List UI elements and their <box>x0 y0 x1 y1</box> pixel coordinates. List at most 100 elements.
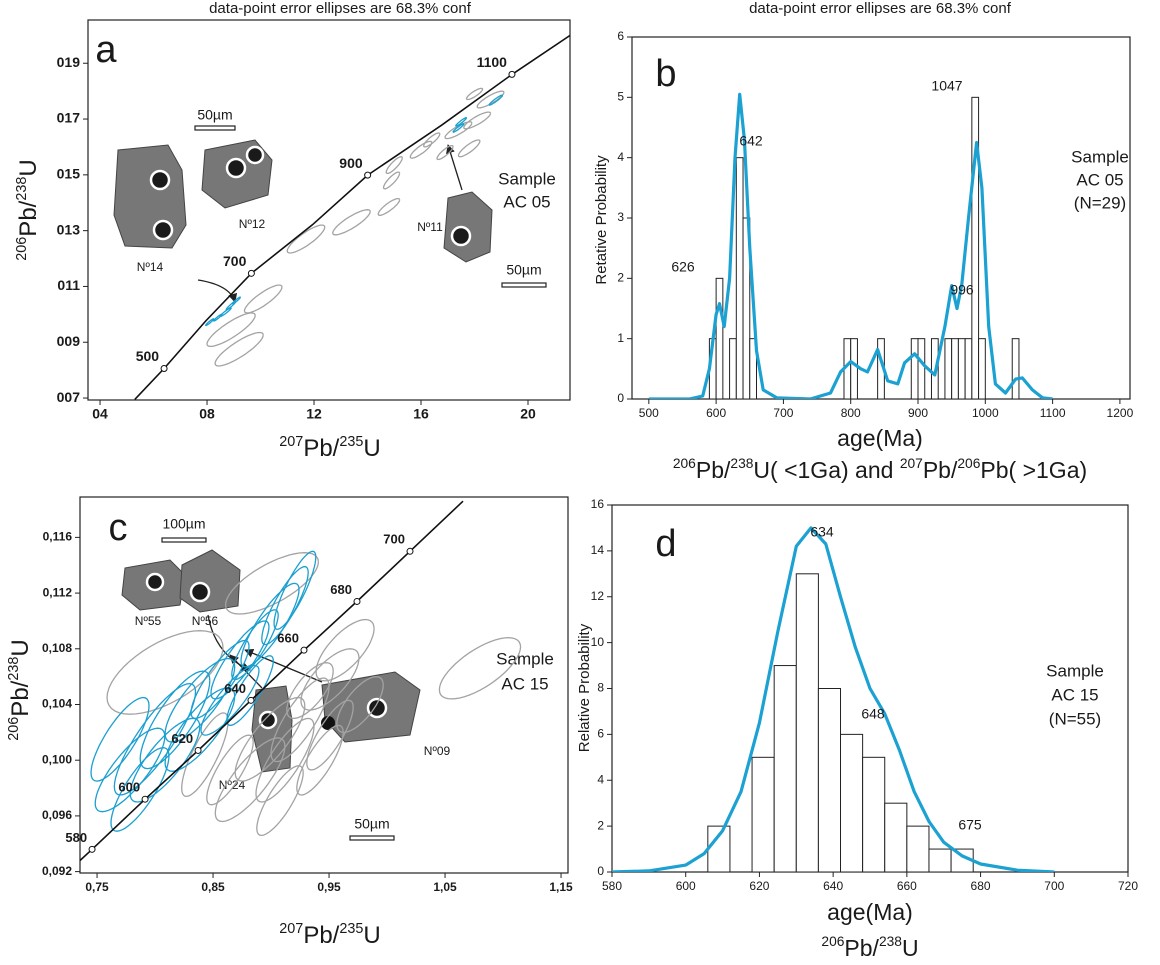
x-tick-label: 1,05 <box>433 880 457 894</box>
label-part: Pb/ <box>696 457 731 483</box>
histogram-bar <box>884 802 908 872</box>
error-ellipse <box>243 284 283 314</box>
age-label: 1100 <box>477 54 508 70</box>
error-ellipse <box>382 171 401 190</box>
x-tick-label: 04 <box>92 406 108 422</box>
error-ellipse <box>255 717 315 803</box>
error-ellipse <box>296 724 344 796</box>
error-ellipse <box>205 318 215 327</box>
age-label: 620 <box>171 731 193 746</box>
analysis-spot <box>366 697 388 719</box>
error-ellipse <box>444 121 473 140</box>
sample-label: AC 15 <box>1051 685 1098 704</box>
histogram-bar <box>951 338 959 399</box>
label-part: U <box>363 922 380 949</box>
histogram-bar <box>850 338 858 399</box>
x-tick-label: 0,85 <box>201 880 225 894</box>
histogram-bar <box>735 157 744 399</box>
error-ellipse <box>231 296 242 305</box>
histogram-bar <box>957 338 966 399</box>
zircon-grain <box>179 549 241 613</box>
grain-label: Nº55 <box>135 614 162 628</box>
age-marker <box>88 845 96 853</box>
error-ellipse <box>106 630 224 715</box>
histogram-bar <box>944 338 953 399</box>
scale-bar-label: 50µm <box>354 816 389 832</box>
probability-curve <box>648 92 1053 399</box>
error-ellipse <box>240 582 300 668</box>
histogram-bar <box>971 96 980 399</box>
panel-letter: a <box>95 29 117 71</box>
analysis-spot <box>189 581 211 603</box>
analysis-spot <box>225 157 247 179</box>
age-marker <box>353 597 361 605</box>
age-label: 700 <box>223 253 247 269</box>
scale-bar <box>349 835 395 841</box>
grain-images-a <box>113 125 547 303</box>
error-ellipse <box>409 140 433 159</box>
scale-bar-label: 100µm <box>162 516 205 532</box>
error-ellipse <box>139 670 211 770</box>
concordia-curve <box>134 34 570 400</box>
analysis-spot <box>145 572 165 592</box>
error-ellipse <box>286 224 326 254</box>
chart-title: data-point error ellipses are 68.3% conf <box>749 0 1012 17</box>
error-ellipse <box>224 552 320 615</box>
histogram-bar <box>917 338 926 399</box>
x-axis-label: age(Ma) <box>827 899 913 925</box>
superscript: 238 <box>6 657 22 681</box>
x-tick-label: 16 <box>413 406 429 422</box>
histogram-bar <box>751 756 775 872</box>
y-tick-label: 017 <box>57 110 81 126</box>
grain-label: Nº14 <box>137 260 164 274</box>
label-part: Pb/ <box>303 435 339 462</box>
sample-label: (N=29) <box>1074 193 1126 212</box>
superscript: 238 <box>879 934 902 949</box>
y-tick-label: 013 <box>57 221 81 237</box>
y-tick-label: 0,104 <box>42 697 72 711</box>
error-ellipse <box>306 699 354 771</box>
x-tick-label: 0,75 <box>85 880 109 894</box>
y-tick-label: 8 <box>597 681 604 695</box>
inclusion <box>321 716 335 730</box>
label-part: U <box>902 935 919 961</box>
x-tick-label: 1000 <box>972 406 999 420</box>
age-marker <box>194 746 202 754</box>
histogram-bar <box>742 217 751 399</box>
age-label: 660 <box>277 631 299 646</box>
y-axis-label: 206Pb/238U <box>6 639 35 740</box>
histogram-bar <box>928 848 952 872</box>
x-tick-label: 1,15 <box>549 880 573 894</box>
sample-label: AC 15 <box>501 674 548 693</box>
superscript: 206 <box>821 934 844 949</box>
analysis-spot <box>245 145 265 165</box>
arrow <box>446 144 463 191</box>
error-ellipse <box>300 648 360 711</box>
x-tick-label: 720 <box>1118 879 1138 893</box>
y-tick-label: 0,116 <box>43 530 73 544</box>
label-part: U <box>363 435 380 462</box>
x-tick-label: 1100 <box>1040 406 1066 420</box>
sample-label: Sample <box>498 169 556 188</box>
error-ellipse <box>455 117 468 127</box>
error-ellipse <box>164 687 236 772</box>
error-ellipse <box>200 664 260 736</box>
panel-letter: d <box>655 523 676 565</box>
y-tick-label: 16 <box>591 497 605 511</box>
error-ellipse <box>206 312 256 348</box>
superscript: 206 <box>6 717 22 741</box>
label-part: Pb/ <box>923 457 958 483</box>
error-ellipse <box>457 139 481 158</box>
x-tick-label: 620 <box>749 879 769 893</box>
panel-letter: c <box>109 507 128 549</box>
age-label: 500 <box>136 348 160 364</box>
x-tick-label: 0,95 <box>317 880 341 894</box>
superscript: 206 <box>957 456 980 471</box>
age-label: 900 <box>339 155 363 171</box>
histogram-bar <box>715 277 724 399</box>
x-axis-label: age(Ma) <box>837 425 923 451</box>
y-tick-label: 0,108 <box>42 641 72 655</box>
age-marker <box>300 646 308 654</box>
error-ellipse <box>212 313 223 322</box>
